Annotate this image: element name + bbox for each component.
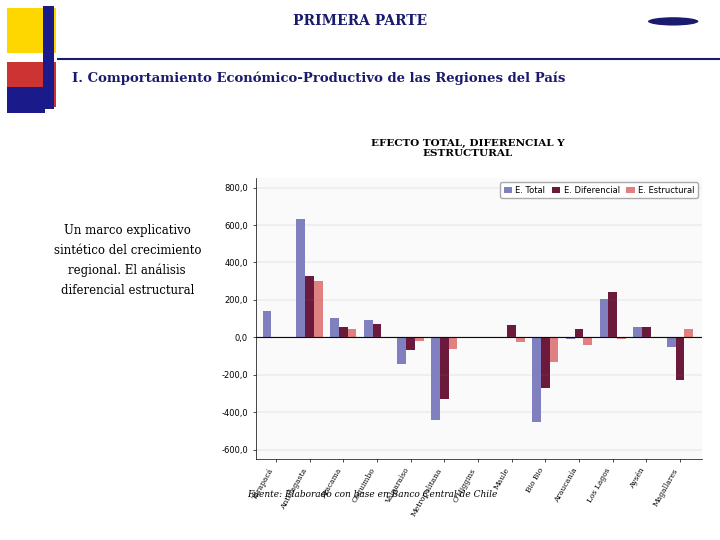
Bar: [541, 338, 549, 388]
Circle shape: [648, 17, 698, 25]
Bar: [608, 292, 617, 338]
Bar: [364, 320, 372, 338]
Bar: [634, 327, 642, 338]
Bar: [575, 329, 583, 338]
Bar: [431, 338, 440, 420]
Bar: [508, 325, 516, 338]
Bar: [449, 338, 457, 348]
Bar: [676, 338, 685, 380]
Bar: [314, 281, 323, 338]
Bar: [339, 327, 348, 338]
Bar: [297, 219, 305, 338]
Bar: [415, 338, 423, 341]
Text: EFECTO TOTAL, DIFERENCIAL Y
ESTRUCTURAL: EFECTO TOTAL, DIFERENCIAL Y ESTRUCTURAL: [372, 139, 564, 158]
Bar: [7, 8, 56, 53]
Bar: [600, 299, 608, 338]
Legend: E. Total, E. Diferencial, E. Estructural: E. Total, E. Diferencial, E. Estructural: [500, 183, 698, 198]
Bar: [7, 62, 56, 107]
Bar: [348, 329, 356, 338]
Text: Fuente: Elaborado con base en Banco Central de Chile: Fuente: Elaborado con base en Banco Cent…: [247, 490, 498, 499]
Bar: [685, 329, 693, 338]
Bar: [516, 338, 525, 342]
Bar: [263, 311, 271, 338]
Bar: [532, 338, 541, 422]
Bar: [372, 324, 382, 338]
Text: Un marco explicativo
sintético del crecimiento
regional. El análisis
diferencial: Un marco explicativo sintético del creci…: [53, 224, 201, 298]
Bar: [7, 87, 45, 113]
Bar: [397, 338, 406, 363]
Bar: [330, 318, 339, 338]
Bar: [617, 338, 626, 339]
Bar: [583, 338, 592, 345]
Bar: [406, 338, 415, 350]
Bar: [667, 338, 676, 347]
Bar: [566, 338, 575, 339]
Bar: [642, 327, 651, 338]
Bar: [43, 6, 54, 109]
Bar: [549, 338, 559, 362]
Text: PRIMERA PARTE: PRIMERA PARTE: [293, 14, 427, 28]
Bar: [440, 338, 449, 399]
Bar: [305, 275, 314, 338]
Text: I. Comportamiento Económico-Productivo de las Regiones del País: I. Comportamiento Económico-Productivo d…: [72, 71, 565, 85]
